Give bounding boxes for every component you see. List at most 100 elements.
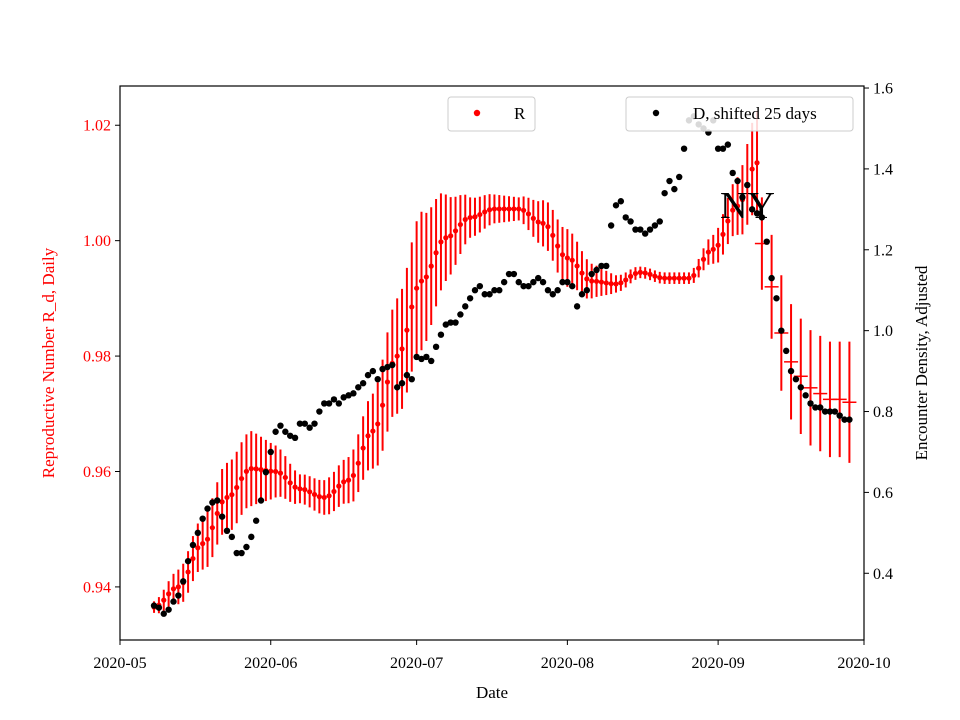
r-point <box>720 231 726 237</box>
legend-d-box <box>625 96 854 132</box>
r-point <box>555 243 561 249</box>
d-point <box>199 515 206 522</box>
r-point <box>749 166 755 172</box>
d-point <box>500 278 508 286</box>
d-point <box>525 282 532 290</box>
d-point <box>209 499 216 506</box>
r-point <box>676 275 682 281</box>
d-point <box>656 218 663 225</box>
r-point <box>282 474 288 481</box>
d-point <box>252 517 260 524</box>
r-point <box>365 433 371 439</box>
plot-frame <box>119 85 865 641</box>
r-point <box>355 460 361 466</box>
legend-d-label: D, shifted 25 days <box>693 104 817 123</box>
r-point <box>438 239 444 245</box>
d-point <box>739 194 746 201</box>
r-point <box>608 281 614 287</box>
d-point <box>335 400 343 407</box>
d-point <box>180 578 187 585</box>
d-point <box>734 177 741 185</box>
d-point <box>841 416 848 423</box>
right-tick-label: 1.6 <box>873 81 893 98</box>
right-tick-label: 1.2 <box>873 242 893 259</box>
d-point <box>641 230 649 237</box>
r-point <box>734 203 741 209</box>
r-series <box>151 160 857 610</box>
d-point <box>748 206 756 213</box>
r-point <box>642 270 648 276</box>
d-point <box>462 303 469 310</box>
d-point <box>753 210 761 217</box>
d-point <box>539 278 547 286</box>
d-point <box>744 181 751 189</box>
d-point <box>564 278 571 286</box>
d-point <box>165 606 172 613</box>
r-point <box>501 206 507 212</box>
d-point <box>607 222 615 229</box>
right-axis-label: Encounter Density, Adjusted <box>912 265 931 460</box>
legend-d: D, shifted 25 days <box>625 96 854 132</box>
d-point <box>306 424 313 431</box>
r-point <box>307 489 313 495</box>
r-point <box>399 346 405 352</box>
d-point <box>277 422 284 429</box>
d-point <box>758 214 766 221</box>
d-point <box>496 287 503 294</box>
legend-d-marker <box>652 109 660 117</box>
d-point <box>355 384 362 391</box>
d-point <box>272 428 279 435</box>
d-point <box>676 173 683 181</box>
d-point <box>243 543 250 551</box>
r-point <box>287 480 293 486</box>
d-point <box>432 343 440 351</box>
right-tick-label: 1.4 <box>873 161 893 178</box>
d-point <box>184 557 192 565</box>
r-point <box>292 484 298 490</box>
d-point <box>393 384 401 391</box>
d-point <box>214 497 221 504</box>
legend-r-label: R <box>514 104 526 123</box>
r-point <box>598 279 605 285</box>
d-point <box>680 145 688 152</box>
d-point <box>457 311 464 318</box>
r-point <box>195 545 201 551</box>
x-tick-label: 2020-07 <box>390 655 443 672</box>
legend-r-box <box>447 96 536 132</box>
x-axis-label: Date <box>476 683 508 702</box>
r-point <box>584 276 590 282</box>
r-point <box>336 483 342 489</box>
r-point <box>462 216 468 223</box>
d-point <box>671 185 678 193</box>
r-point <box>700 256 707 262</box>
r-point <box>671 275 677 281</box>
d-point <box>466 295 474 302</box>
r-point <box>452 228 459 234</box>
d-point <box>559 278 566 286</box>
r-point <box>491 206 498 212</box>
d-point <box>768 274 775 282</box>
x-tick-label: 2020-05 <box>93 655 146 672</box>
d-point <box>428 357 435 365</box>
r-point <box>516 206 522 212</box>
d-point <box>763 238 770 245</box>
r-point <box>574 263 580 269</box>
d-point <box>350 390 357 397</box>
r-point <box>268 468 274 474</box>
d-point <box>666 177 673 185</box>
d-point <box>398 380 406 387</box>
r-point <box>331 488 337 495</box>
r-point <box>662 275 668 281</box>
d-point <box>617 198 625 205</box>
r-point <box>725 218 731 224</box>
r-point <box>627 273 634 279</box>
d-point <box>520 282 527 290</box>
d-point <box>330 396 338 403</box>
d-point <box>603 262 610 270</box>
d-point <box>301 420 308 427</box>
r-point <box>564 255 570 261</box>
d-point <box>661 189 668 197</box>
r-point <box>428 263 434 269</box>
d-point <box>160 610 167 617</box>
